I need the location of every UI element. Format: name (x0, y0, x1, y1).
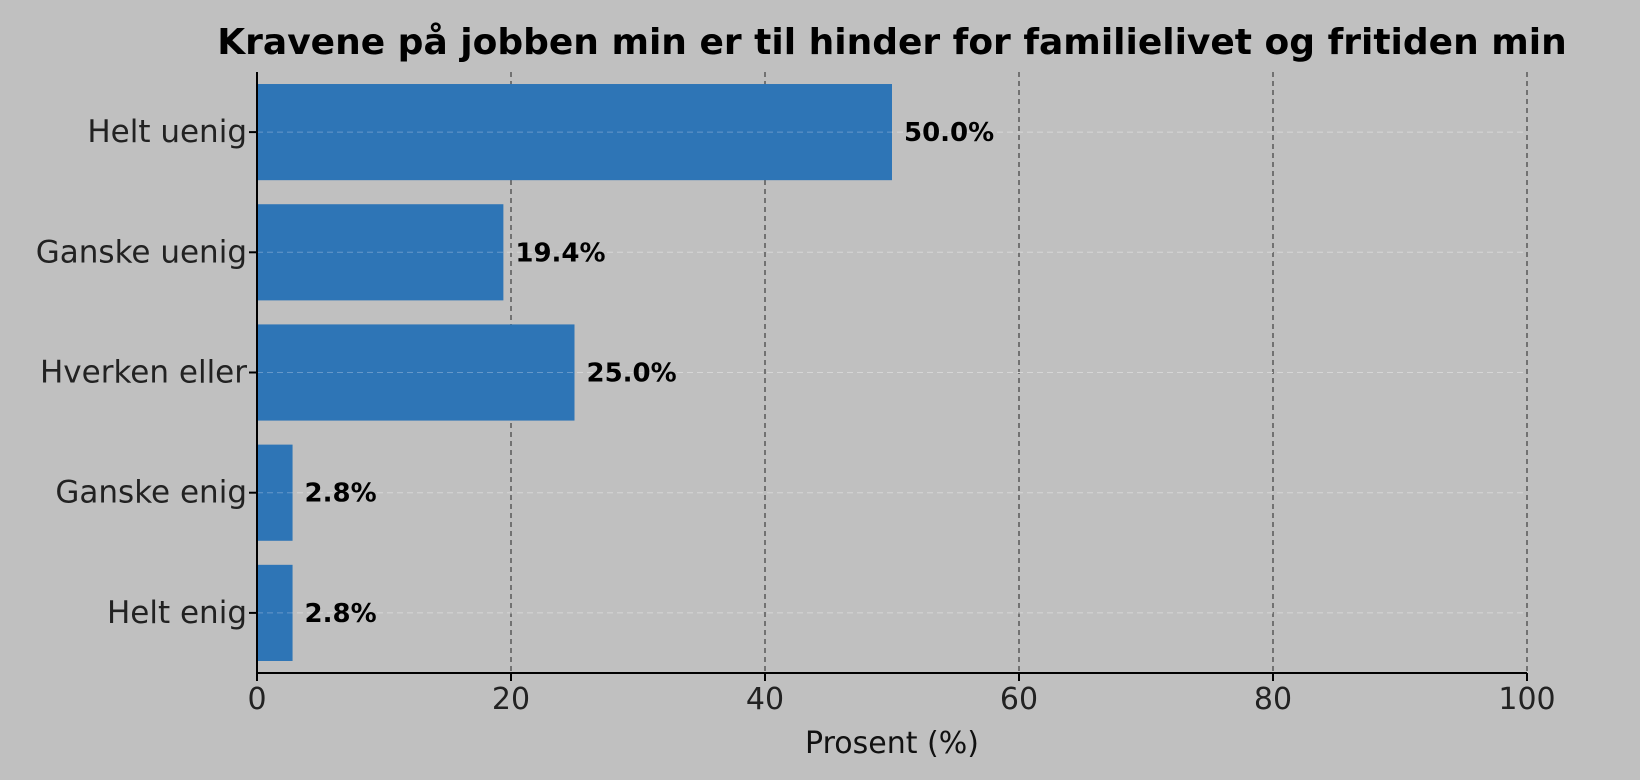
x-tick-label: 20 (492, 682, 530, 717)
y-tick-label: Ganske uenig (36, 234, 247, 270)
x-tick-label: 40 (746, 682, 784, 717)
bars-layer (257, 84, 892, 661)
y-tick-label: Helt enig (107, 595, 247, 631)
labels-layer: 50.0% 19.4% 25.0% 2.8% 2.8% 0 20 40 60 80 100 Helt … (36, 114, 1556, 717)
axes-layer (249, 72, 1528, 681)
chart-title: Kravene på jobben min er til hinder for … (217, 22, 1566, 63)
y-tick-label: Helt uenig (87, 114, 247, 150)
x-tick-label: 0 (247, 682, 266, 717)
x-tick-label: 60 (1000, 682, 1038, 717)
x-tick-label: 80 (1254, 682, 1292, 717)
y-tick-label: Hverken eller (40, 355, 247, 391)
bar-value-label: 2.8% (305, 479, 377, 509)
bar-value-label: 25.0% (587, 359, 677, 389)
bar-value-label: 50.0% (904, 118, 994, 148)
bar (257, 324, 575, 421)
x-axis-title: Prosent (%) (805, 726, 979, 761)
bar-value-label: 2.8% (305, 599, 377, 629)
y-tick-label: Ganske enig (55, 475, 247, 511)
bar-value-label: 19.4% (515, 238, 605, 268)
x-tick-label: 100 (1498, 682, 1555, 717)
